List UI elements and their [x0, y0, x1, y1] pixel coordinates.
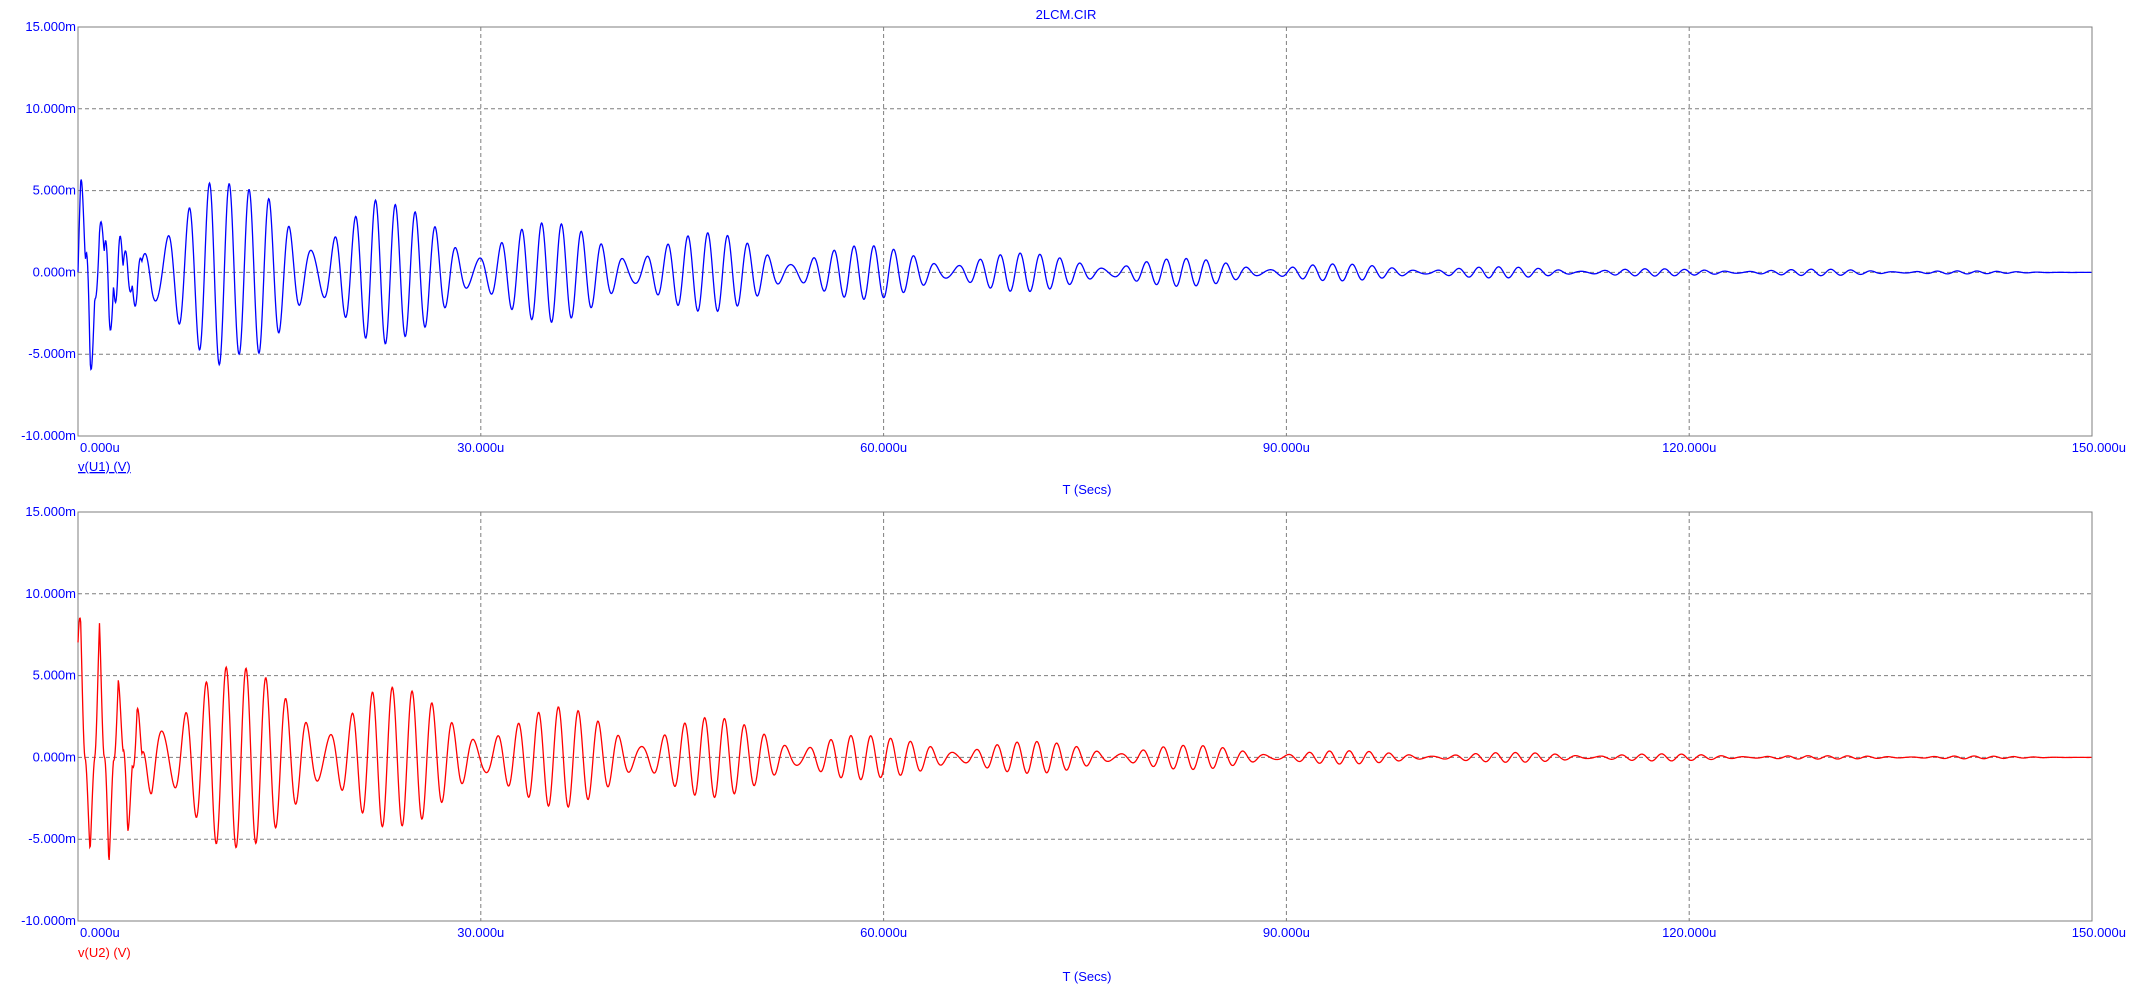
x-tick-label: 150.000u	[2072, 925, 2126, 940]
y-tick-label: 15.000m	[25, 19, 76, 34]
x-tick-label: 60.000u	[860, 925, 907, 940]
trace-v-u2	[77, 617, 2092, 861]
y-tick-label: 5.000m	[33, 183, 76, 198]
trace-v-u1	[77, 179, 2092, 371]
x-tick-label: 150.000u	[2072, 440, 2126, 455]
y-tick-labels-top: 15.000m 10.000m 5.000m 0.000m -5.000m -10.000…	[21, 19, 76, 443]
x-axis-label-top: T (Secs)	[1063, 482, 1112, 497]
y-tick-label: 0.000m	[33, 749, 76, 764]
x-tick-label: 30.000u	[457, 925, 504, 940]
x-tick-label: 120.000u	[1662, 440, 1716, 455]
grid-lines-bottom	[78, 512, 2092, 921]
x-tick-label: 0.000u	[80, 925, 120, 940]
panel-v-u2: 15.000m 10.000m 5.000m 0.000m -5.000m -10.000…	[21, 504, 2126, 984]
y-tick-label: 0.000m	[33, 264, 76, 279]
x-tick-label: 60.000u	[860, 440, 907, 455]
legend-entry-bottom[interactable]: v(U2) (V)	[78, 945, 131, 960]
x-axis-label-bottom: T (Secs)	[1063, 969, 1112, 984]
y-tick-label: -10.000m	[21, 913, 76, 928]
plot-frame-bottom	[77, 511, 2093, 922]
y-tick-label: -10.000m	[21, 428, 76, 443]
y-tick-label: 5.000m	[33, 668, 76, 683]
plot-frame-top	[77, 26, 2093, 437]
x-tick-label: 90.000u	[1263, 440, 1310, 455]
x-tick-label: 30.000u	[457, 440, 504, 455]
panel-v-u1: 15.000m 10.000m 5.000m 0.000m -5.000m -10.000…	[21, 19, 2126, 497]
y-tick-label: -5.000m	[28, 346, 76, 361]
y-tick-label: -5.000m	[28, 831, 76, 846]
x-tick-label: 90.000u	[1263, 925, 1310, 940]
x-tick-label: 120.000u	[1662, 925, 1716, 940]
grid-lines-top	[78, 27, 2092, 436]
legend-entry-top[interactable]: v(U1) (V)	[78, 459, 131, 474]
x-tick-labels-top: 0.000u 30.000u 60.000u 90.000u 120.000u 150.0…	[80, 440, 2126, 455]
y-tick-label: 10.000m	[25, 101, 76, 116]
x-tick-label: 0.000u	[80, 440, 120, 455]
chart-title: 2LCM.CIR	[1036, 7, 1097, 22]
x-tick-labels-bottom: 0.000u 30.000u 60.000u 90.000u 120.000u 150.0…	[80, 925, 2126, 940]
y-tick-label: 10.000m	[25, 586, 76, 601]
y-tick-labels-bottom: 15.000m 10.000m 5.000m 0.000m -5.000m -10.000…	[21, 504, 76, 928]
y-tick-label: 15.000m	[25, 504, 76, 519]
